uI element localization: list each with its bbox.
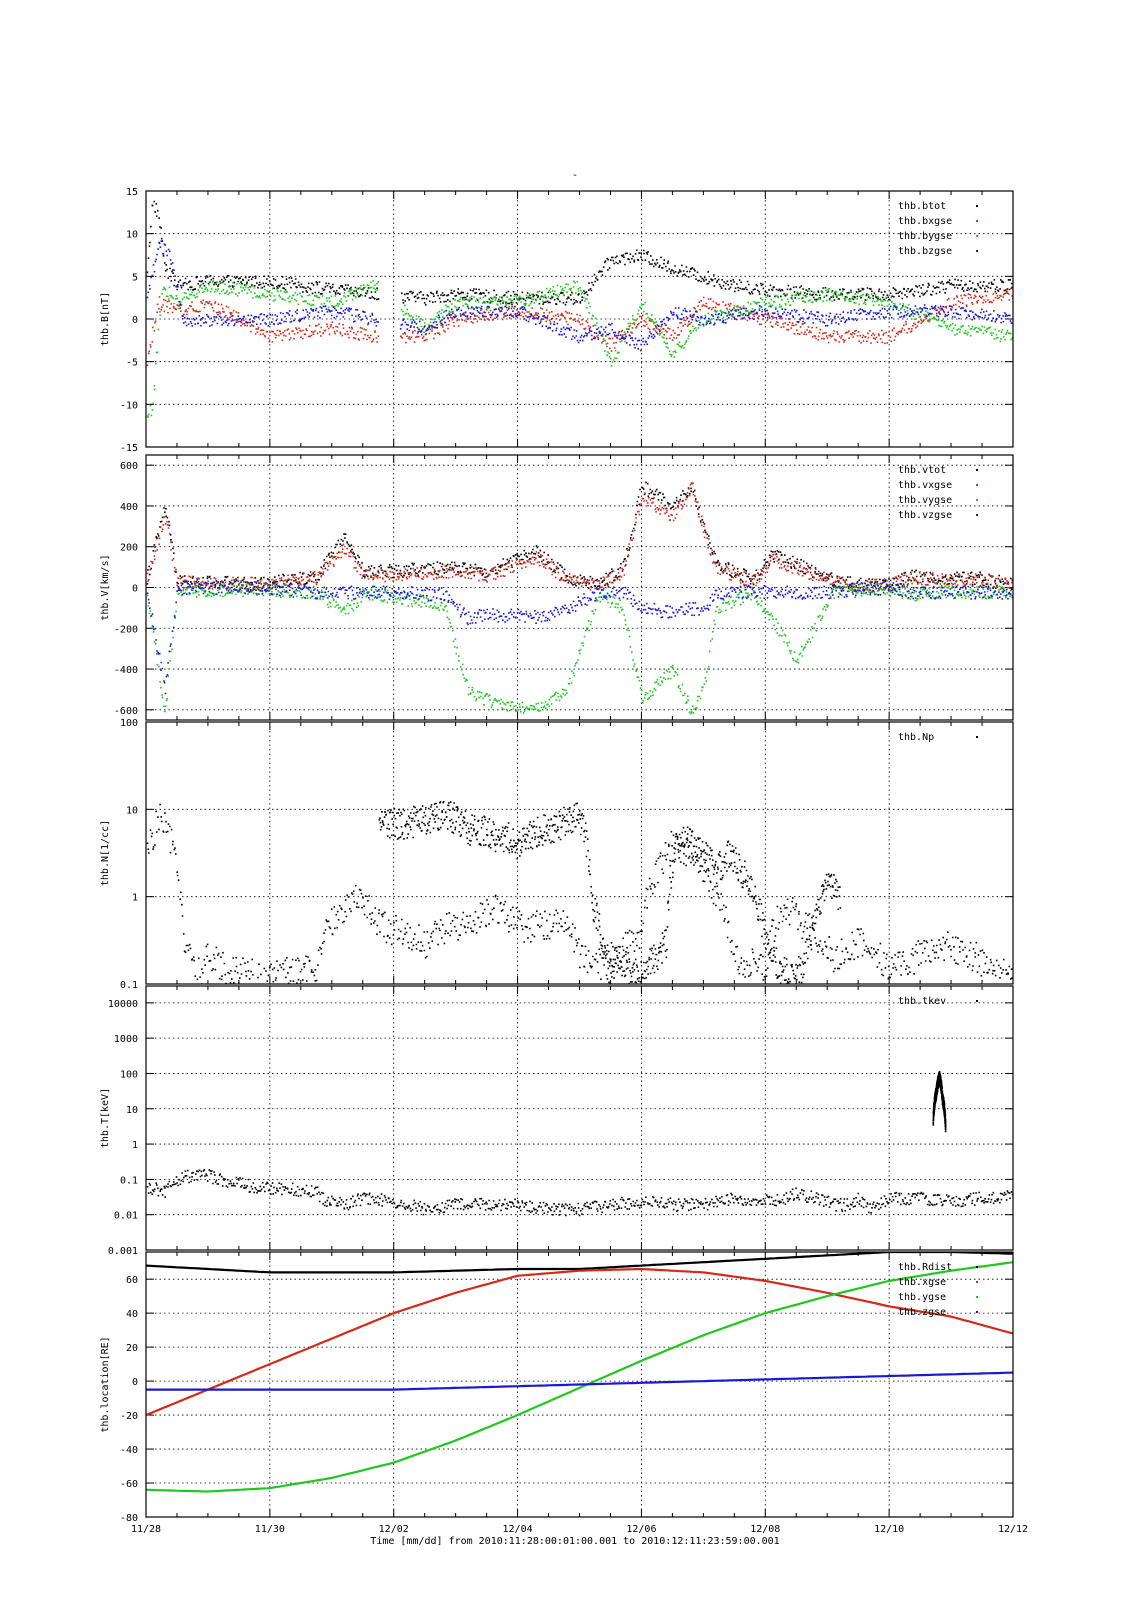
panel-2-legend-thb-vxgse: thb.vxgse — [898, 480, 952, 491]
panel-5-legend-swatch — [976, 1296, 978, 1298]
panel-2-legend-swatch — [976, 484, 978, 486]
panel-1-y-tick-label: 10 — [126, 230, 138, 241]
panel-4-frame — [145, 985, 1014, 1251]
panel-5-series-thb-ygse — [146, 1261, 1013, 1493]
panel-1-y-axis-label: thb.B[nT] — [100, 292, 111, 346]
panel-4-y-tick-label: 0.01 — [114, 1211, 138, 1222]
panel-2-legend-swatch — [976, 469, 978, 471]
panel-5-legend-swatch — [976, 1311, 978, 1313]
panel-1-y-tick-label: -15 — [120, 443, 138, 454]
panel-1-y-tick-label: 15 — [126, 187, 138, 198]
x-tick-label: 11/30 — [255, 1524, 285, 1535]
panel-5-legend-thb-Rdist: thb.Rdist — [898, 1262, 952, 1273]
panel-2-y-tick-label: -600 — [114, 706, 138, 717]
panel-3-y-axis-label: thb.N[1/cc] — [100, 820, 111, 886]
panel-2-legend-swatch — [976, 499, 978, 501]
panel-1-legend-thb-bxgse: thb.bxgse — [898, 216, 952, 227]
panel-2-series-thb-vzgse — [146, 581, 1013, 695]
panel-4-y-tick-label: 1 — [132, 1140, 138, 1151]
panel-2-series-thb-vtot — [146, 481, 1013, 591]
panel-3-legend-thb-Np: thb.Np — [898, 732, 934, 743]
panel-3-legend-swatch — [976, 736, 978, 738]
panel-5-series-thb-xgse — [146, 1267, 1013, 1417]
panel-2-y-tick-label: 400 — [120, 502, 138, 513]
x-tick-label: 12/04 — [503, 1524, 533, 1535]
panel-3-frame — [145, 721, 1014, 985]
panel-5-y-tick-label: -40 — [120, 1445, 138, 1456]
panel-4-legend-thb-tkev: thb.tkev — [898, 996, 946, 1007]
panel-3-series-thb-Np — [146, 803, 1013, 984]
panel-2-y-tick-label: 0 — [132, 584, 138, 595]
panel-5-data-area — [146, 1252, 1013, 1493]
panel-4-y-tick-label: 1000 — [114, 1034, 138, 1045]
panel-3-series-extra-1 — [378, 800, 842, 984]
panel-4-series-thb-tkev — [146, 1169, 1013, 1217]
panel-5-series-thb-zgse — [146, 1371, 1013, 1391]
panel-1-legend-swatch — [976, 220, 978, 222]
panel-1-legend-swatch — [976, 205, 978, 207]
panel-3-data-area — [146, 800, 1013, 984]
panel-2-y-tick-label: 600 — [120, 461, 138, 472]
top-mark: - — [572, 170, 578, 181]
panel-5-y-axis-label: thb.location[RE] — [100, 1336, 111, 1432]
panel-1-frame — [145, 190, 1014, 448]
panel-5-legend-swatch — [976, 1266, 978, 1268]
panel-5-frame — [145, 1251, 1014, 1518]
panel-1-legend-thb-bzgse: thb.bzgse — [898, 246, 952, 257]
panel-5-legend-thb-zgse: thb.zgse — [898, 1307, 946, 1318]
panel-2-legend-thb-vtot: thb.vtot — [898, 465, 946, 476]
panel-1-y-tick-label: -5 — [126, 358, 138, 369]
panel-2-y-axis-label: thb.V[km/s] — [100, 554, 111, 620]
panel-1-y-tick-label: -10 — [120, 400, 138, 411]
panel-2-legend-thb-vygse: thb.vygse — [898, 495, 952, 506]
panel-3-y-tick-label: 100 — [120, 718, 138, 729]
x-tick-label: 11/28 — [131, 1524, 161, 1535]
panel-5-y-tick-label: -60 — [120, 1479, 138, 1490]
panel-4-y-tick-label: 100 — [120, 1069, 138, 1080]
panel-3-y-tick-label: 1 — [132, 893, 138, 904]
panel-2-y-tick-label: 200 — [120, 543, 138, 554]
x-axis-title: Time [mm/dd] from 2010:11:28:00:01:00.00… — [370, 1536, 779, 1547]
panel-5-legend-swatch — [976, 1281, 978, 1283]
panel-1-legend-thb-bygse: thb.bygse — [898, 231, 952, 242]
panel-4-y-tick-label: 10 — [126, 1105, 138, 1116]
panel-5-y-tick-label: 0 — [132, 1377, 138, 1388]
panel-1-legend-thb-btot: thb.btot — [898, 201, 946, 212]
panel-3-y-tick-label: 0.1 — [120, 980, 138, 991]
panel-4-y-tick-label: 0.001 — [108, 1246, 138, 1257]
panel-4-legend-swatch — [976, 1000, 978, 1002]
panel-2-legend-thb-vzgse: thb.vzgse — [898, 510, 952, 521]
x-tick-label: 12/02 — [379, 1524, 409, 1535]
panel-5-y-tick-label: -20 — [120, 1411, 138, 1422]
panel-5-y-tick-label: 20 — [126, 1343, 138, 1354]
panel-1-legend-swatch — [976, 235, 978, 237]
x-tick-label: 12/08 — [750, 1524, 780, 1535]
panel-2-legend-swatch — [976, 514, 978, 516]
panel-5-y-tick-label: -80 — [120, 1513, 138, 1524]
panel-2-frame — [145, 454, 1014, 721]
panel-1-y-tick-label: 0 — [132, 315, 138, 326]
panel-2-y-tick-label: -200 — [114, 624, 138, 635]
panel-4-y-tick-label: 0.1 — [120, 1175, 138, 1186]
panel-5-series-thb-Rdist — [146, 1252, 1013, 1274]
panel-4-series-extra-1 — [932, 1071, 947, 1133]
panel-1-y-tick-label: 5 — [132, 272, 138, 283]
panel-4-data-area — [146, 1071, 1013, 1217]
panel-5-y-tick-label: 40 — [126, 1309, 138, 1320]
panel-5-y-tick-label: 60 — [126, 1275, 138, 1286]
x-tick-label: 12/12 — [998, 1524, 1028, 1535]
panel-2-y-tick-label: -400 — [114, 665, 138, 676]
panel-1-series-thb-bygse — [146, 280, 1013, 418]
panel-2-data-area — [146, 481, 1013, 715]
x-tick-label: 12/10 — [874, 1524, 904, 1535]
panel-5-legend-thb-ygse: thb.ygse — [898, 1292, 946, 1303]
panel-5-legend-thb-xgse: thb.xgse — [898, 1277, 946, 1288]
panel-4-y-axis-label: thb.T[keV] — [100, 1088, 111, 1148]
panel-3-y-tick-label: 10 — [126, 805, 138, 816]
panel-4-y-tick-label: 10000 — [108, 999, 138, 1010]
panel-2-series-thb-vygse — [146, 583, 1013, 715]
panel-1-legend-swatch — [976, 250, 978, 252]
x-tick-label: 12/06 — [626, 1524, 656, 1535]
